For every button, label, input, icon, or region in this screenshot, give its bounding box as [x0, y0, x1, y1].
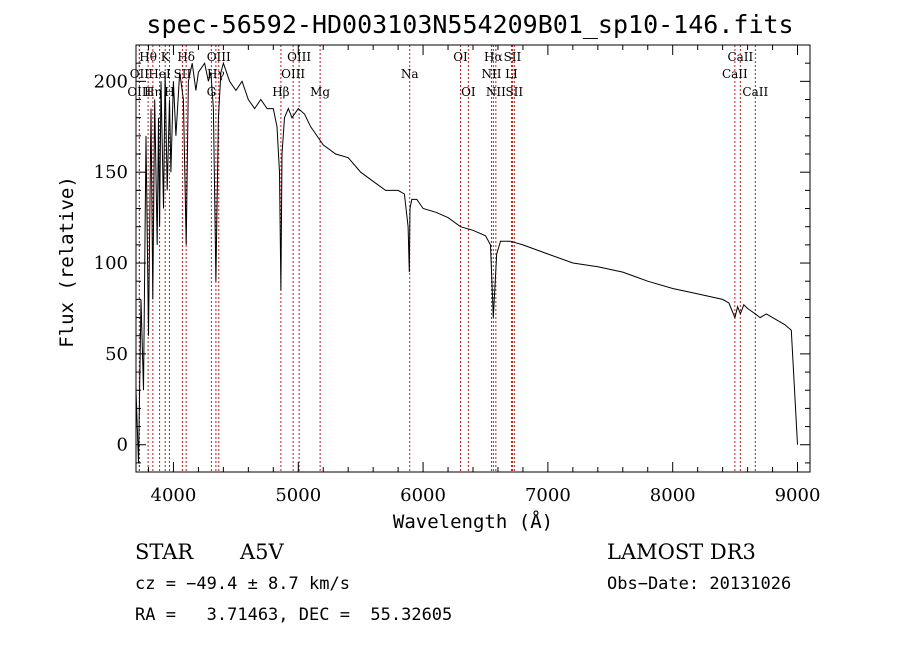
line-label: H [164, 85, 174, 99]
x-tick-label: 8000 [650, 485, 696, 506]
line-label: Na [401, 67, 419, 81]
line-label: NII [486, 85, 506, 99]
line-label: OIII [127, 85, 151, 99]
line-label: NII [481, 67, 501, 81]
line-label: OII [130, 67, 150, 81]
x-tick-label: 7000 [525, 485, 571, 506]
line-label: CaII [742, 85, 768, 99]
x-axis-label: Wavelength (Å) [393, 510, 553, 533]
line-label: Hθ [139, 50, 157, 64]
object-class: STAR [135, 540, 194, 564]
flux-series-line [135, 61, 798, 463]
line-label: CaII [722, 67, 748, 81]
line-label: OIII [207, 50, 231, 64]
y-tick-label: 50 [105, 344, 128, 365]
x-tick-label: 9000 [775, 485, 821, 506]
observation-date: Obs−Date: 20131026 [607, 574, 791, 594]
line-label: OIII [281, 67, 305, 81]
plot-frame [135, 44, 811, 473]
line-label: OIII [287, 50, 311, 64]
line-label: G [207, 85, 217, 99]
x-axis-ticks: 4000 5000 6000 7000 8000 9000 [147, 45, 821, 506]
chart-title: spec-56592-HD003103N554209B01_sp10-146.f… [146, 10, 793, 39]
line-label: SII [174, 67, 192, 81]
line-label: HeI [148, 67, 171, 81]
x-tick-label: 4000 [151, 485, 197, 506]
line-label: Hη [144, 85, 162, 99]
y-tick-label: 150 [94, 162, 128, 183]
line-label: Hβ [272, 85, 289, 99]
y-tick-label: 0 [117, 435, 128, 456]
y-axis-ticks: 0 50 100 150 200 [94, 44, 810, 464]
object-subclass: A5V [239, 540, 285, 564]
x-tick-label: 6000 [400, 485, 446, 506]
line-label: K [161, 50, 171, 64]
line-label: SII [504, 50, 522, 64]
line-label: SII [505, 85, 523, 99]
redshift-velocity: cz = −49.4 ± 8.7 km/s [135, 574, 350, 594]
y-axis-label: Flux (relative) [56, 176, 78, 348]
survey-name: LAMOST DR3 [607, 540, 756, 564]
coordinates: RA = 3.71463, DEC = 55.32605 [135, 605, 452, 625]
line-label: LI [505, 67, 518, 81]
line-label: OI [461, 85, 476, 99]
y-tick-label: 100 [94, 253, 128, 274]
spectral-line-markers [138, 45, 756, 472]
line-label: Mg [310, 85, 330, 99]
line-label: CaII [727, 50, 753, 64]
line-label: OI [453, 50, 468, 64]
line-label: Hα [484, 50, 503, 64]
x-tick-label: 5000 [275, 485, 321, 506]
y-tick-label: 200 [94, 71, 128, 92]
line-label: Hδ [177, 50, 195, 64]
